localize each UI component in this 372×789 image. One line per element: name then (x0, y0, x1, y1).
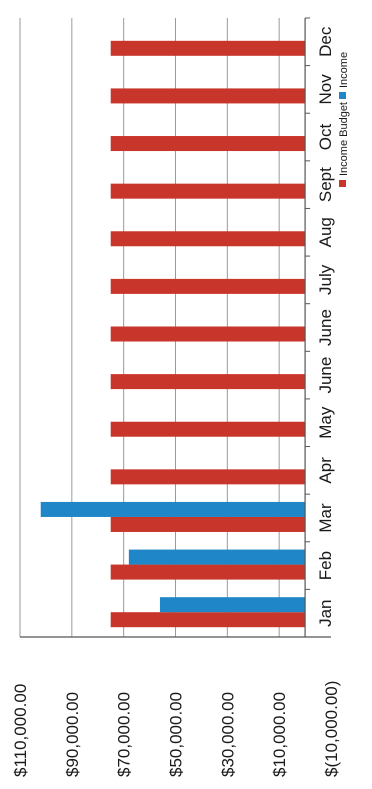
category-tick-label: Feb (316, 551, 335, 580)
category-tick-label: Aug (316, 217, 335, 247)
value-tick-label: $50,000.00 (167, 692, 186, 777)
bar-income (128, 549, 306, 565)
value-tick-label: $90,000.00 (63, 692, 82, 777)
bar-income (40, 501, 306, 517)
bar-income-budget (110, 88, 306, 104)
value-tick-label: $110,000.00 (11, 684, 30, 777)
legend-label-income: Income (338, 52, 350, 88)
legend: Income Budget Income (338, 52, 350, 187)
value-tick-label: $10,000.00 (270, 692, 289, 777)
bar-income-budget (110, 612, 306, 628)
bar-income-budget (110, 40, 306, 56)
bar-income-budget (110, 278, 306, 294)
bar-income-budget (110, 564, 306, 580)
bar-income-budget (110, 136, 306, 152)
bar-income-budget (110, 326, 306, 342)
value-tick-label: $30,000.00 (218, 692, 237, 777)
bar-income-budget (110, 421, 306, 437)
category-tick-label: Sept (316, 167, 335, 202)
bar-income-budget (110, 516, 306, 532)
category-tick-label: Dec (316, 26, 335, 57)
bar-income-budget (110, 231, 306, 247)
category-tick-label: Apr (316, 457, 335, 484)
bar-income (159, 597, 306, 613)
value-tick-label: $70,000.00 (115, 692, 134, 777)
bar-income-budget (110, 183, 306, 199)
legend-swatch-income (339, 92, 346, 99)
legend-label-income-budget: Income Budget (338, 102, 350, 176)
bar-income-budget (110, 469, 306, 485)
category-tick-label: June (316, 309, 335, 346)
category-tick-label: May (316, 406, 335, 439)
category-tick-label: July (316, 264, 335, 295)
category-tick-label: Nov (316, 74, 335, 105)
bar-income-budget (110, 374, 306, 390)
category-tick-label: Jan (316, 599, 335, 626)
category-tick-label: Oct (316, 124, 335, 151)
value-tick-label: $(10,000.00) (322, 681, 341, 777)
category-tick-label: Mar (316, 503, 335, 533)
legend-swatch-income-budget (339, 180, 346, 187)
category-tick-label: June (316, 357, 335, 394)
